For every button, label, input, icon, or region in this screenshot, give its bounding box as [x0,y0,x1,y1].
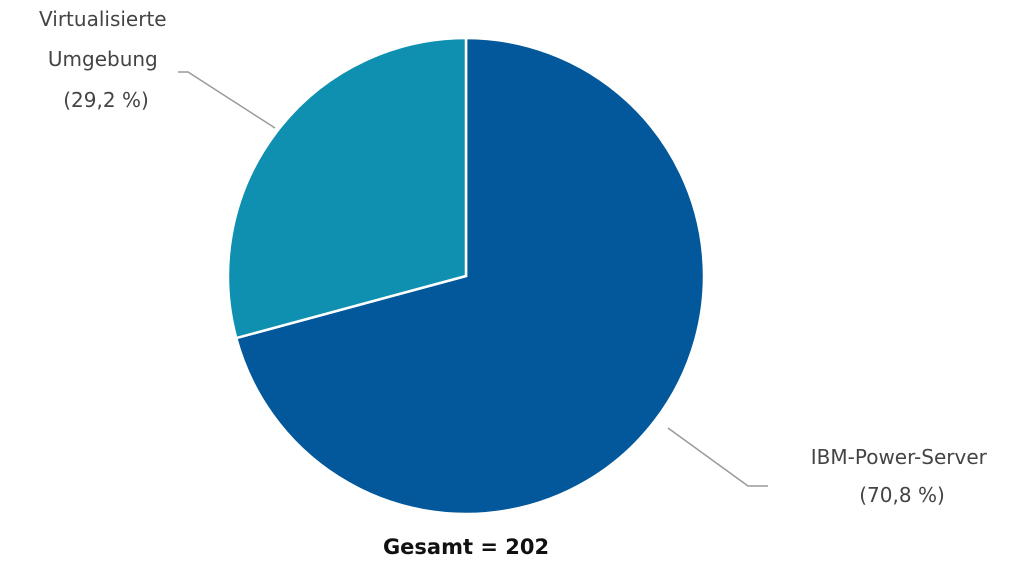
slice-label-virtualisierte-line1: Virtualisierte [39,7,167,31]
pie-slices [226,36,706,516]
slice-label-ibm-line1: IBM-Power-Server [811,445,988,469]
leader-line-ibm [667,427,768,487]
slice-label-virtualisierte-line2: Umgebung [48,47,158,71]
leader-line-virtualisierte [178,71,276,129]
slice-label-ibm: IBM-Power-Server (70,8 %) [811,445,993,507]
pie-slice-virtualisierte-umgebung [226,36,468,340]
total-label: Gesamt = 202 [383,535,549,559]
slice-label-ibm-line2: (70,8 %) [859,483,945,507]
pie-slice-ibm-power-server [234,36,706,516]
slice-label-virtualisierte-line3: (29,2 %) [63,88,149,112]
slice-label-virtualisierte: Virtualisierte Umgebung (29,2 %) [39,7,173,112]
